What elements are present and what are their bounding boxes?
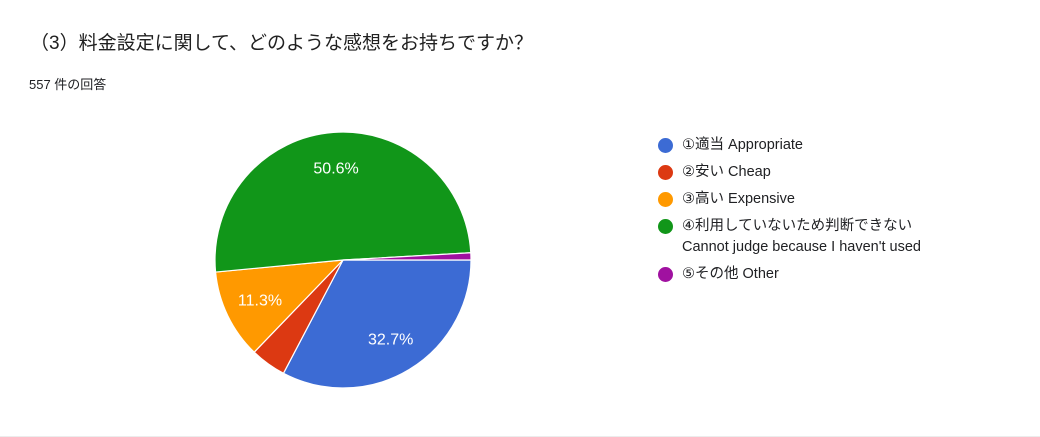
legend-item-label: ⑤その他 Other — [682, 266, 779, 282]
pie-chart: 32.7% 11.3% 50.6% — [214, 131, 472, 389]
legend-item-sublabel: Cannot judge because I haven't used — [682, 239, 921, 255]
legend-item-label: ②安い Cheap — [682, 164, 771, 180]
pie-slice-percentage-label: 50.6% — [313, 161, 358, 178]
chart-legend: ①適当 Appropriate ②安い Cheap ③高い Expensive ④利用… — [658, 135, 1030, 291]
legend-item-4: ④利用していないため判断できない Cannot judge because I h… — [658, 216, 1030, 258]
legend-color-dot — [658, 267, 673, 282]
response-count: 557 件の回答 — [29, 77, 107, 92]
legend-item-3: ③高い Expensive — [658, 189, 1030, 210]
legend-item-1: ①適当 Appropriate — [658, 135, 1030, 156]
legend-color-dot — [658, 165, 673, 180]
legend-item-label: ④利用していないため判断できない Cannot judge because I h… — [682, 216, 921, 258]
legend-color-dot — [658, 192, 673, 207]
legend-color-dot — [658, 219, 673, 234]
pie-slice-1[interactable] — [282, 259, 472, 389]
question-title: （3）料金設定に関して、どのような感想をお持ちですか？ — [30, 33, 534, 54]
legend-item-label: ①適当 Appropriate — [682, 137, 803, 153]
legend-color-dot — [658, 138, 673, 153]
pie-slice-5[interactable] — [342, 252, 472, 261]
pie-slice-percentage-label: 11.3% — [238, 293, 282, 310]
pie-slice-3[interactable] — [214, 259, 344, 353]
legend-item-2: ②安い Cheap — [658, 162, 1030, 183]
legend-item-5: ⑤その他 Other — [658, 264, 1030, 285]
pie-slice-4[interactable] — [214, 131, 472, 273]
pie-slice-percentage-label: 32.7% — [368, 332, 413, 349]
legend-item-label: ③高い Expensive — [682, 191, 795, 207]
